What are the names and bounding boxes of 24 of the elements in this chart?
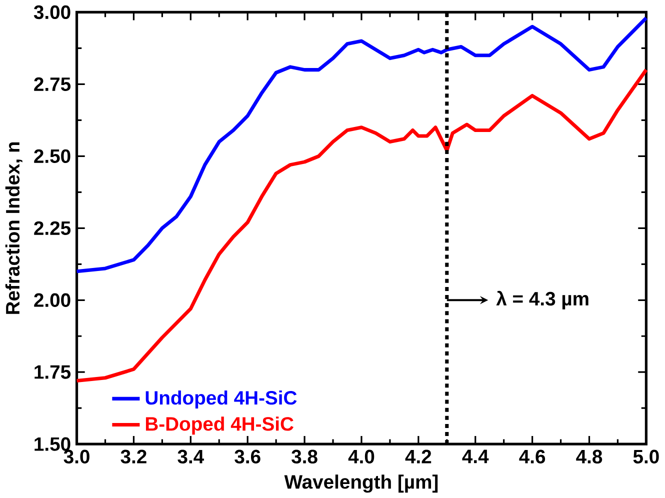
y-tick-label: 2.50 — [34, 149, 70, 163]
y-tick-label: 1.50 — [34, 437, 70, 451]
x-tick-label: 3.0 — [64, 450, 90, 464]
x-tick-label: 4.8 — [576, 450, 602, 464]
x-tick-label: 3.4 — [178, 450, 204, 464]
x-tick-label: 3.6 — [234, 450, 260, 464]
x-axis-title: Wavelength [µm] — [284, 474, 438, 493]
line-series — [75, 68, 648, 383]
x-tick-label: 4.6 — [519, 450, 546, 464]
y-tick-label: 2.00 — [34, 293, 70, 307]
legend-label: Undoped 4H-SiC — [146, 390, 297, 408]
x-tick-label: 4.4 — [462, 450, 489, 464]
y-tick-label: 2.25 — [34, 221, 71, 235]
x-tick-label: 3.2 — [120, 450, 146, 464]
x-tick-label: 3.8 — [292, 450, 318, 464]
annotation: λ = 4.3 µm — [496, 290, 588, 310]
y-tick-label: 2.75 — [34, 77, 71, 92]
x-tick-label: 5.0 — [633, 450, 659, 464]
x-tick-label: 4.2 — [405, 450, 432, 464]
y-tick-label: 1.75 — [34, 365, 71, 379]
legend-label: B-Doped 4H-SiC — [146, 416, 294, 435]
y-axis-title: Refraction Index, n — [5, 142, 22, 314]
x-tick-label: 4.0 — [348, 450, 374, 464]
y-tick-label: 3.00 — [34, 5, 70, 20]
